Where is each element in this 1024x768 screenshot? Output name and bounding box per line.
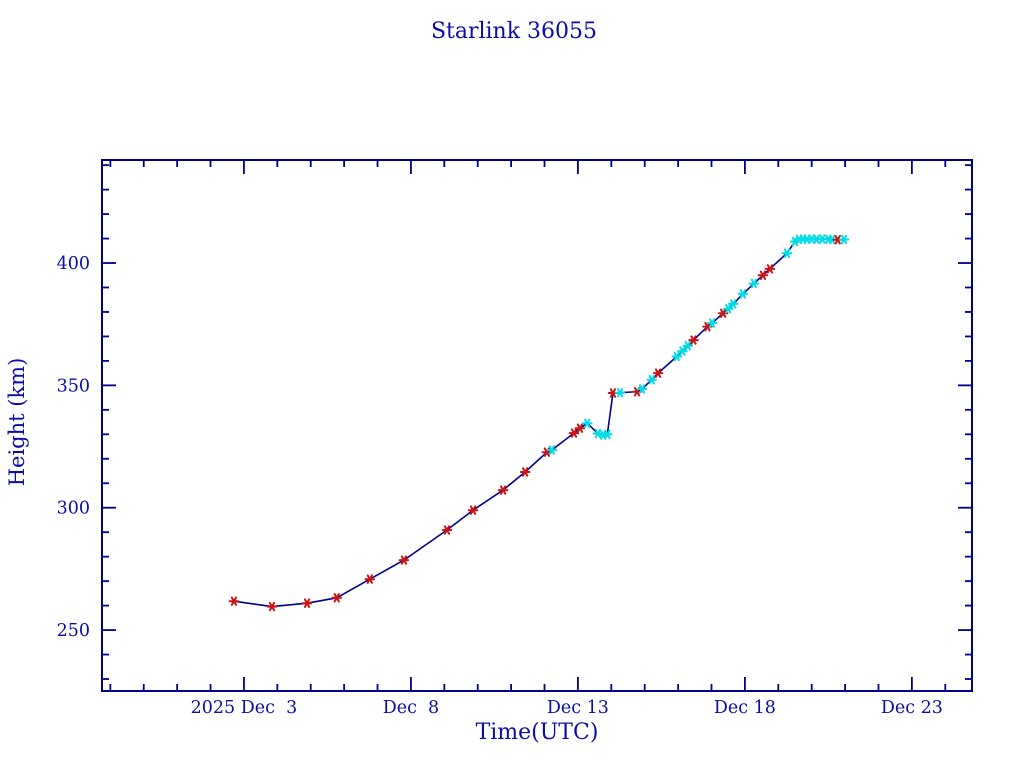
plot-border [101, 159, 973, 692]
data-point-marker-cyan [838, 234, 850, 245]
data-point-marker-cyan [671, 351, 683, 362]
data-point-marker-cyan [614, 388, 626, 398]
data-point-marker-red [764, 264, 776, 274]
y-tick-label: 400 [57, 254, 90, 274]
data-point-marker-cyan [737, 289, 749, 299]
data-point-marker-red [574, 423, 586, 433]
data-point-marker-red [331, 593, 343, 603]
data-point-marker-red [364, 574, 376, 584]
data-point-marker-red [301, 598, 313, 608]
data-point-marker-cyan [546, 445, 558, 455]
data-point-marker-red [467, 505, 479, 515]
data-point-marker-red [652, 368, 664, 378]
data-point-marker-red [519, 467, 531, 477]
x-tick-label: Dec 8 [383, 698, 439, 718]
x-axis-label: Time(UTC) [476, 720, 599, 745]
data-point-marker-red [568, 428, 580, 438]
x-tick-label: 2025 Dec 3 [191, 698, 298, 718]
x-tick-label: Dec 23 [881, 698, 943, 718]
data-point-marker-cyan [636, 384, 648, 394]
data-point-marker-red [266, 601, 278, 612]
x-tick-label: Dec 13 [547, 698, 609, 718]
data-point-marker-red [398, 555, 410, 565]
data-point-marker-cyan [682, 341, 694, 351]
data-point-marker-cyan [722, 304, 734, 314]
data-point-marker-cyan [748, 278, 760, 289]
data-point-marker-red [688, 335, 699, 345]
data-point-marker-cyan [677, 346, 688, 356]
data-point-marker-cyan [781, 248, 793, 258]
y-tick-label: 350 [57, 376, 90, 396]
data-point-marker-cyan [727, 299, 739, 309]
plot-area: 2025 Dec 3 Dec 8 Dec 13 Dec 18 Dec 23 250 300 3… [57, 159, 973, 718]
x-tick-label: Dec 18 [714, 698, 776, 718]
chart-title: Starlink 36055 [431, 19, 597, 44]
data-point-marker-cyan [706, 318, 718, 328]
data-point-marker-red [757, 270, 769, 280]
data-point-marker-red [497, 485, 509, 495]
data-point-marker-cyan [582, 418, 593, 428]
data-point-marker-red [441, 525, 453, 535]
y-tick-label: 300 [57, 499, 90, 519]
data-point-marker-cyan [646, 375, 657, 385]
data-point-marker-cyan [602, 429, 613, 439]
y-tick-label: 250 [57, 621, 90, 641]
height-track-line [233, 238, 845, 608]
y-axis-label: Height (km) [5, 358, 29, 487]
data-point-marker-cyan [592, 428, 604, 439]
data-point-marker-red [228, 596, 240, 606]
